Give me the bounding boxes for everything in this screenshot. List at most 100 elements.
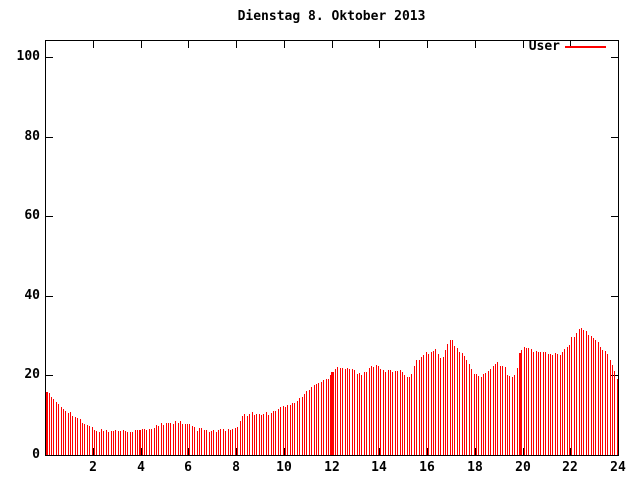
bar: [517, 368, 518, 455]
bar: [509, 376, 510, 455]
x-tick-label: 20: [515, 460, 531, 475]
bar: [175, 421, 176, 455]
bar: [323, 380, 324, 455]
bar: [548, 354, 549, 455]
bar: [600, 347, 601, 455]
bar: [237, 427, 238, 455]
bar: [211, 431, 212, 455]
bar: [512, 377, 513, 455]
bar: [411, 374, 412, 455]
bar: [478, 376, 479, 455]
axis-mark: [570, 41, 571, 48]
axis-mark: [379, 41, 380, 48]
bar: [290, 405, 291, 455]
bar: [77, 418, 78, 455]
bar: [361, 375, 362, 455]
bar: [197, 431, 198, 455]
y-tick-label: 100: [16, 49, 40, 64]
bar: [538, 352, 539, 455]
bar: [142, 429, 143, 455]
bar: [223, 429, 224, 455]
bar: [579, 329, 580, 455]
x-tick-label: 6: [184, 460, 192, 475]
bar: [309, 390, 310, 455]
bar: [378, 366, 379, 455]
legend-label: User: [528, 39, 560, 54]
bar: [383, 370, 384, 455]
x-tick-label: 22: [562, 460, 578, 475]
bar: [376, 365, 377, 455]
bar: [144, 429, 145, 455]
bar: [161, 423, 162, 455]
x-tick-label: 12: [324, 460, 340, 475]
bar: [614, 371, 615, 455]
bar: [306, 391, 307, 455]
bar: [185, 424, 186, 455]
bar: [268, 415, 269, 455]
y-tick-label: 0: [32, 447, 40, 462]
bar: [571, 337, 572, 455]
bar: [583, 330, 584, 455]
bar: [593, 338, 594, 455]
bar: [414, 366, 415, 455]
bar: [120, 431, 121, 455]
bar: [428, 354, 429, 455]
bar: [545, 352, 546, 455]
bar: [252, 412, 253, 455]
bar: [591, 336, 592, 455]
bar: [500, 366, 501, 455]
bar: [369, 368, 370, 455]
bar: [400, 370, 401, 455]
bar: [519, 353, 522, 455]
bar: [56, 402, 57, 455]
bar: [96, 431, 97, 455]
axis-mark: [332, 41, 333, 48]
bar: [485, 373, 486, 455]
bar: [419, 360, 420, 455]
bar: [247, 416, 248, 455]
bar: [366, 372, 367, 455]
bar: [462, 353, 463, 455]
bar: [354, 370, 355, 455]
x-tick-label: 14: [371, 460, 387, 475]
bar: [61, 407, 62, 455]
bar: [125, 431, 126, 455]
bar: [533, 352, 534, 455]
bar: [204, 430, 205, 455]
bar: [65, 411, 66, 455]
x-tick-label: 4: [137, 460, 145, 475]
bar: [311, 387, 312, 455]
bar: [540, 352, 541, 455]
bar: [49, 393, 50, 455]
bar: [552, 355, 553, 455]
bar: [457, 348, 458, 455]
y-tick-label: 20: [24, 367, 40, 382]
axis-mark: [284, 448, 285, 455]
bar: [321, 382, 322, 455]
bar: [189, 424, 190, 455]
bar: [278, 409, 279, 455]
bar: [359, 373, 360, 455]
bar: [617, 379, 618, 455]
bar: [287, 405, 288, 455]
bar: [103, 431, 104, 455]
bar: [371, 366, 372, 455]
axis-mark: [611, 137, 618, 138]
axis-mark: [427, 448, 428, 455]
bar: [192, 426, 193, 455]
bar: [562, 352, 563, 455]
bar: [94, 430, 95, 455]
bar: [58, 404, 59, 455]
bar: [373, 367, 374, 455]
bar: [536, 351, 537, 455]
bar: [440, 358, 441, 455]
bar: [187, 424, 188, 455]
bar: [385, 372, 386, 455]
axis-mark: [427, 41, 428, 48]
bar: [240, 421, 241, 455]
bar: [182, 424, 183, 455]
bar: [347, 368, 348, 455]
bar: [493, 366, 494, 455]
bar: [130, 432, 131, 455]
bar: [263, 414, 264, 455]
